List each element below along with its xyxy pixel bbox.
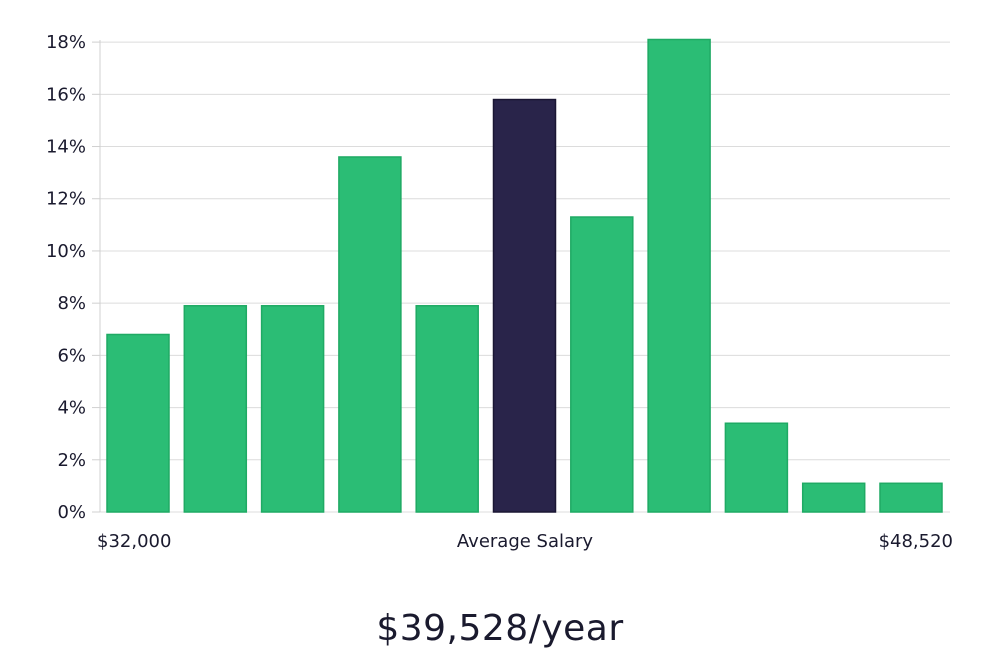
bar [260, 305, 325, 513]
average-salary-value: $39,528/year [376, 608, 624, 649]
bar [647, 38, 711, 513]
bar [879, 482, 943, 513]
bar-average-salary [492, 98, 557, 513]
y-axis-ticks: 0% 2% 4% 6% 8% 10% 12% 14% 16% 18% [46, 32, 100, 523]
y-tick-label: 18% [46, 32, 86, 53]
y-tick-label: 0% [57, 502, 86, 523]
bar [570, 216, 634, 513]
y-tick-label: 12% [46, 189, 86, 210]
y-tick-label: 8% [57, 293, 86, 314]
salary-histogram: 0% 2% 4% 6% 8% 10% 12% 14% 16% 18% $32,000 Averag… [46, 32, 953, 552]
y-tick-label: 10% [46, 241, 86, 262]
y-tick-label: 4% [57, 398, 86, 419]
x-label-average: Average Salary [457, 531, 594, 552]
bar [106, 333, 170, 513]
y-tick-label: 6% [57, 345, 86, 366]
bar [801, 482, 866, 513]
y-tick-label: 2% [57, 450, 86, 471]
y-tick-label: 16% [46, 84, 86, 105]
bars [106, 38, 943, 513]
bar [415, 305, 479, 513]
x-label-min: $32,000 [97, 531, 171, 552]
bar [183, 305, 248, 513]
y-tick-label: 14% [46, 137, 86, 158]
x-label-max: $48,520 [879, 531, 953, 552]
bar [724, 422, 789, 513]
bar [338, 156, 402, 513]
